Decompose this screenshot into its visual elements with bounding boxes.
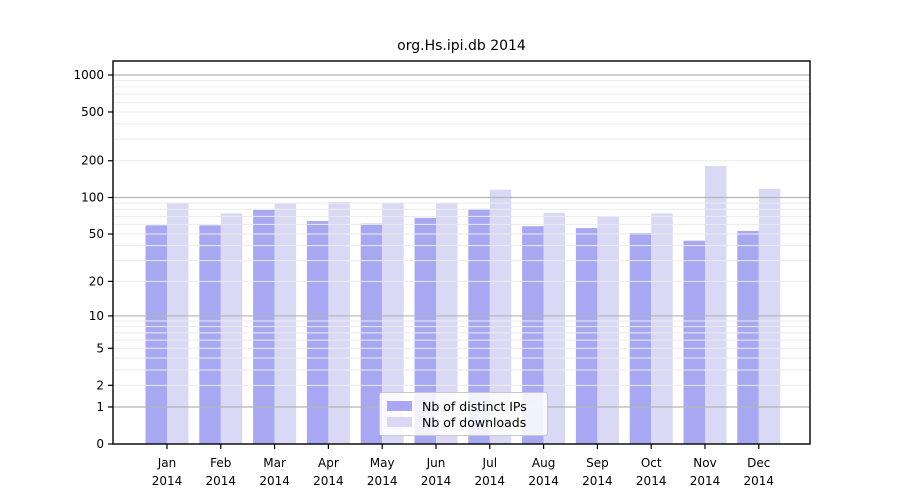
y-tick-label: 5 (96, 341, 104, 355)
x-tick-label-month: Oct (641, 456, 662, 470)
bar-distinct-ips (629, 232, 652, 444)
y-tick-label: 500 (81, 105, 104, 119)
bar-downloads (167, 203, 189, 444)
y-tick-label: 2 (96, 378, 104, 392)
x-tick-label-year: 2014 (367, 474, 398, 488)
bar-distinct-ips (522, 226, 544, 444)
bar-downloads (220, 213, 243, 444)
x-tick-label-month: Jan (157, 456, 177, 470)
bar-distinct-ips (199, 225, 221, 444)
bar-downloads (274, 203, 297, 444)
y-tick-label: 50 (89, 227, 104, 241)
x-tick-label-year: 2014 (475, 474, 506, 488)
x-tick-label-month: Nov (693, 456, 716, 470)
x-tick-label-month: Aug (532, 456, 555, 470)
y-tick-label: 200 (81, 154, 104, 168)
x-tick-label-year: 2014 (690, 474, 721, 488)
chart-title: org.Hs.ipi.db 2014 (397, 38, 526, 54)
x-tick-label-month: Apr (318, 456, 339, 470)
y-tick-label: 10 (89, 309, 104, 323)
x-tick-label-month: Sep (586, 456, 609, 470)
y-tick-label: 0 (96, 437, 104, 451)
x-tick-label-month: Mar (263, 456, 286, 470)
bar-distinct-ips (360, 223, 383, 444)
bar-distinct-ips (683, 240, 705, 444)
x-tick-label-year: 2014 (152, 474, 183, 488)
y-tick-label: 1000 (73, 68, 104, 82)
legend-item-downloads: Nb of downloads (387, 414, 539, 430)
x-tick-label-month: Feb (210, 456, 231, 470)
y-tick-label: 100 (81, 191, 104, 205)
x-tick-label-year: 2014 (206, 474, 237, 488)
bar-downloads (543, 212, 566, 444)
bar-downloads (597, 216, 619, 444)
legend-swatch-distinct-ips (387, 401, 412, 411)
bar-downloads (651, 213, 673, 444)
bar-distinct-ips (414, 217, 436, 444)
legend: Nb of distinct IPs Nb of downloads (379, 392, 548, 436)
legend-label-downloads: Nb of downloads (422, 414, 527, 430)
legend-item-distinct-ips: Nb of distinct IPs (387, 398, 539, 414)
bar-downloads (328, 201, 350, 444)
bar-distinct-ips (737, 230, 759, 444)
bar-downloads (489, 189, 512, 444)
y-tick-label: 1 (96, 400, 104, 414)
x-tick-label-year: 2014 (582, 474, 613, 488)
bar-distinct-ips (145, 225, 167, 444)
bar-distinct-ips (575, 228, 598, 444)
bar-downloads (436, 202, 458, 444)
x-tick-label-year: 2014 (528, 474, 559, 488)
x-tick-label-month: Jun (426, 456, 446, 470)
x-tick-label-month: Dec (747, 456, 770, 470)
x-tick-label-month: May (370, 456, 395, 470)
x-tick-label-year: 2014 (636, 474, 667, 488)
x-tick-label-year: 2014 (313, 474, 344, 488)
x-tick-label-year: 2014 (259, 474, 290, 488)
legend-swatch-downloads (387, 417, 412, 427)
bar-downloads (705, 166, 727, 444)
legend-label-distinct-ips: Nb of distinct IPs (422, 398, 527, 414)
x-tick-label-year: 2014 (744, 474, 775, 488)
x-tick-label-month: Jul (482, 456, 497, 470)
y-tick-label: 20 (89, 274, 104, 288)
x-tick-label-year: 2014 (421, 474, 452, 488)
bar-downloads (382, 202, 404, 444)
plot-frame (112, 60, 811, 445)
